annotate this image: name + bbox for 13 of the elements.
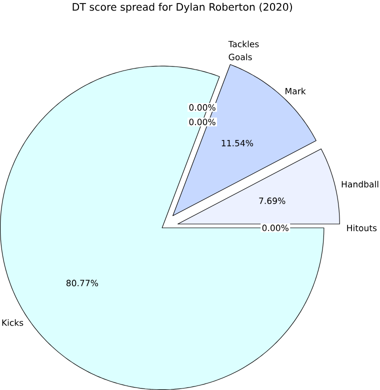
chart-title: DT score spread for Dylan Roberton (2020) <box>72 2 292 13</box>
slice-label: Kicks <box>2 319 24 326</box>
category-label: Hitouts <box>347 224 376 232</box>
slice-label: Handball <box>342 180 378 188</box>
data-label: 7.69% <box>259 198 286 204</box>
data-label: 11.54% <box>222 140 253 146</box>
text: 0.00% <box>262 224 288 232</box>
text: 0.00% <box>189 104 216 111</box>
text: 0.00% <box>189 118 216 126</box>
slice-label: Mark <box>286 88 306 94</box>
data-label: 80.77% <box>66 280 98 286</box>
category-label: Tackles <box>228 40 259 48</box>
category-label: Goals <box>228 54 252 60</box>
